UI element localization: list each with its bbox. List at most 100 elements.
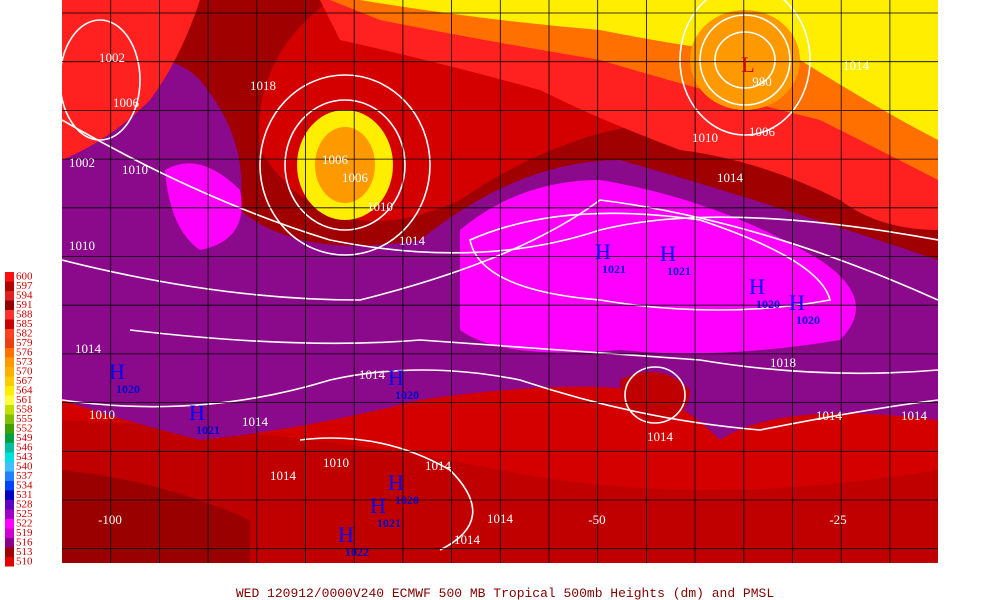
isobar (299, 437, 474, 551)
legend-label: 570 (16, 365, 33, 377)
high-pressure: 1020 (395, 493, 419, 507)
isobar (62, 119, 938, 254)
legend-label: 537 (16, 470, 33, 482)
legend-label: 528 (16, 498, 33, 510)
legend-swatch (5, 490, 14, 500)
legend-label: 597 (16, 280, 33, 292)
isobar-label: 1010 (367, 199, 393, 214)
isobar (469, 212, 831, 311)
legend-swatch (5, 310, 14, 320)
high-symbol: H (388, 470, 404, 495)
legend-label: 543 (16, 451, 33, 463)
high-symbol: H (370, 493, 386, 518)
isobar (129, 329, 938, 375)
isobar-label: 1010 (89, 407, 115, 422)
legend-swatch (5, 500, 14, 510)
legend-swatch (5, 291, 14, 301)
isobar-label: 1006 (322, 152, 349, 167)
isobar-label: 1014 (399, 233, 426, 248)
isobar-label: 1014 (425, 458, 452, 473)
isobar (284, 99, 406, 231)
legend-label: 519 (16, 527, 33, 539)
longitude-label: -50 (588, 512, 605, 527)
legend: 6005975945915885855825795765735705675645… (5, 270, 33, 567)
isobar-label: 1018 (250, 78, 276, 93)
legend-label: 600 (16, 270, 33, 282)
legend-swatch (5, 538, 14, 548)
isobar-label: 1006 (113, 95, 140, 110)
legend-label: 546 (16, 441, 33, 453)
field-magenta (460, 180, 856, 354)
high-symbol: H (595, 239, 611, 264)
legend-label: 516 (16, 536, 33, 548)
isobar (714, 31, 776, 89)
legend-swatch (5, 462, 14, 472)
legend-label: 522 (16, 517, 33, 529)
isobar-label: 1014 (75, 341, 102, 356)
map (62, 0, 938, 563)
high-pressure: 1021 (602, 262, 626, 276)
isobar-label: 1014 (242, 414, 269, 429)
legend-swatch (5, 357, 14, 367)
legend-swatch (5, 329, 14, 339)
isobar (699, 14, 791, 106)
isobar-label: 1010 (69, 238, 95, 253)
longitude-label: -25 (829, 512, 846, 527)
field-red-cell (620, 372, 690, 420)
isobar-label: 1014 (359, 367, 386, 382)
legend-label: 558 (16, 403, 33, 415)
longitude-label: -100 (98, 512, 122, 527)
legend-swatch (5, 405, 14, 415)
isobar-label: 1014 (647, 429, 674, 444)
isobars (62, 0, 938, 551)
legend-label: 561 (16, 394, 33, 406)
legend-label: 564 (16, 384, 33, 396)
legend-swatch (5, 509, 14, 519)
high-symbol: H (109, 359, 125, 384)
high-symbol: H (388, 365, 404, 390)
legend-label: 588 (16, 308, 33, 320)
legend-label: 585 (16, 318, 33, 330)
high-symbol: H (189, 400, 205, 425)
isobar (62, 19, 141, 141)
high-pressure: 1022 (345, 545, 369, 559)
isobar-label: 1010 (692, 130, 718, 145)
high-pressure: 1021 (196, 423, 220, 437)
legend-swatch (5, 272, 14, 282)
legend-label: 573 (16, 356, 33, 368)
legend-swatch (5, 395, 14, 405)
legend-label: 534 (16, 479, 33, 491)
isobar-label: 1014 (454, 532, 481, 547)
high-pressure: 1020 (796, 313, 820, 327)
low-symbol: L (741, 52, 754, 77)
high-pressure: 1021 (377, 516, 401, 530)
isobar (679, 0, 811, 136)
legend-swatch (5, 481, 14, 491)
legend-label: 549 (16, 432, 33, 444)
legend-swatch (5, 557, 14, 567)
isobar-label: 1014 (717, 170, 744, 185)
legend-swatch (5, 414, 14, 424)
legend-swatch (5, 281, 14, 291)
isobar-label: 1010 (122, 162, 148, 177)
isobar (624, 366, 686, 424)
high-pressure: 1021 (667, 264, 691, 278)
isobar-label: 980 (752, 74, 772, 89)
footer-title: WED 120912/0000V240 ECMWF 500 MB Tropica… (236, 586, 774, 600)
high-symbol: H (789, 290, 805, 315)
legend-label: 567 (16, 375, 33, 387)
legend-swatch (5, 528, 14, 538)
legend-swatch (5, 471, 14, 481)
legend-swatch (5, 376, 14, 386)
isobar (62, 199, 938, 301)
isobar-label: 1014 (843, 58, 870, 73)
legend-swatch (5, 348, 14, 358)
legend-swatch (5, 319, 14, 329)
legend-swatch (5, 443, 14, 453)
isobar-label: 1006 (749, 124, 776, 139)
legend-label: 552 (16, 422, 33, 434)
isobar (259, 74, 431, 256)
legend-swatch (5, 519, 14, 529)
isobar-label: 1014 (901, 408, 928, 423)
lat-lon-grid (62, 0, 938, 563)
